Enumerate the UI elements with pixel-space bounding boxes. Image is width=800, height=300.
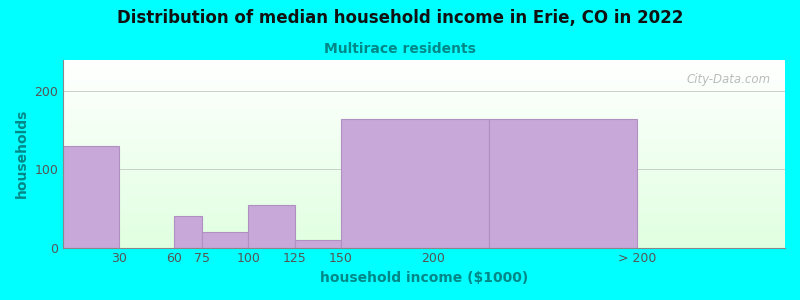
Bar [63, 146, 119, 248]
Text: City-Data.com: City-Data.com [686, 73, 770, 86]
Bar [294, 240, 341, 248]
Bar [489, 118, 637, 247]
Bar [341, 118, 489, 247]
Text: Distribution of median household income in Erie, CO in 2022: Distribution of median household income … [117, 9, 683, 27]
Bar [174, 216, 202, 247]
Bar [248, 205, 294, 248]
Bar [202, 232, 248, 248]
X-axis label: household income ($1000): household income ($1000) [320, 271, 528, 285]
Text: Multirace residents: Multirace residents [324, 42, 476, 56]
Y-axis label: households: households [15, 109, 29, 199]
